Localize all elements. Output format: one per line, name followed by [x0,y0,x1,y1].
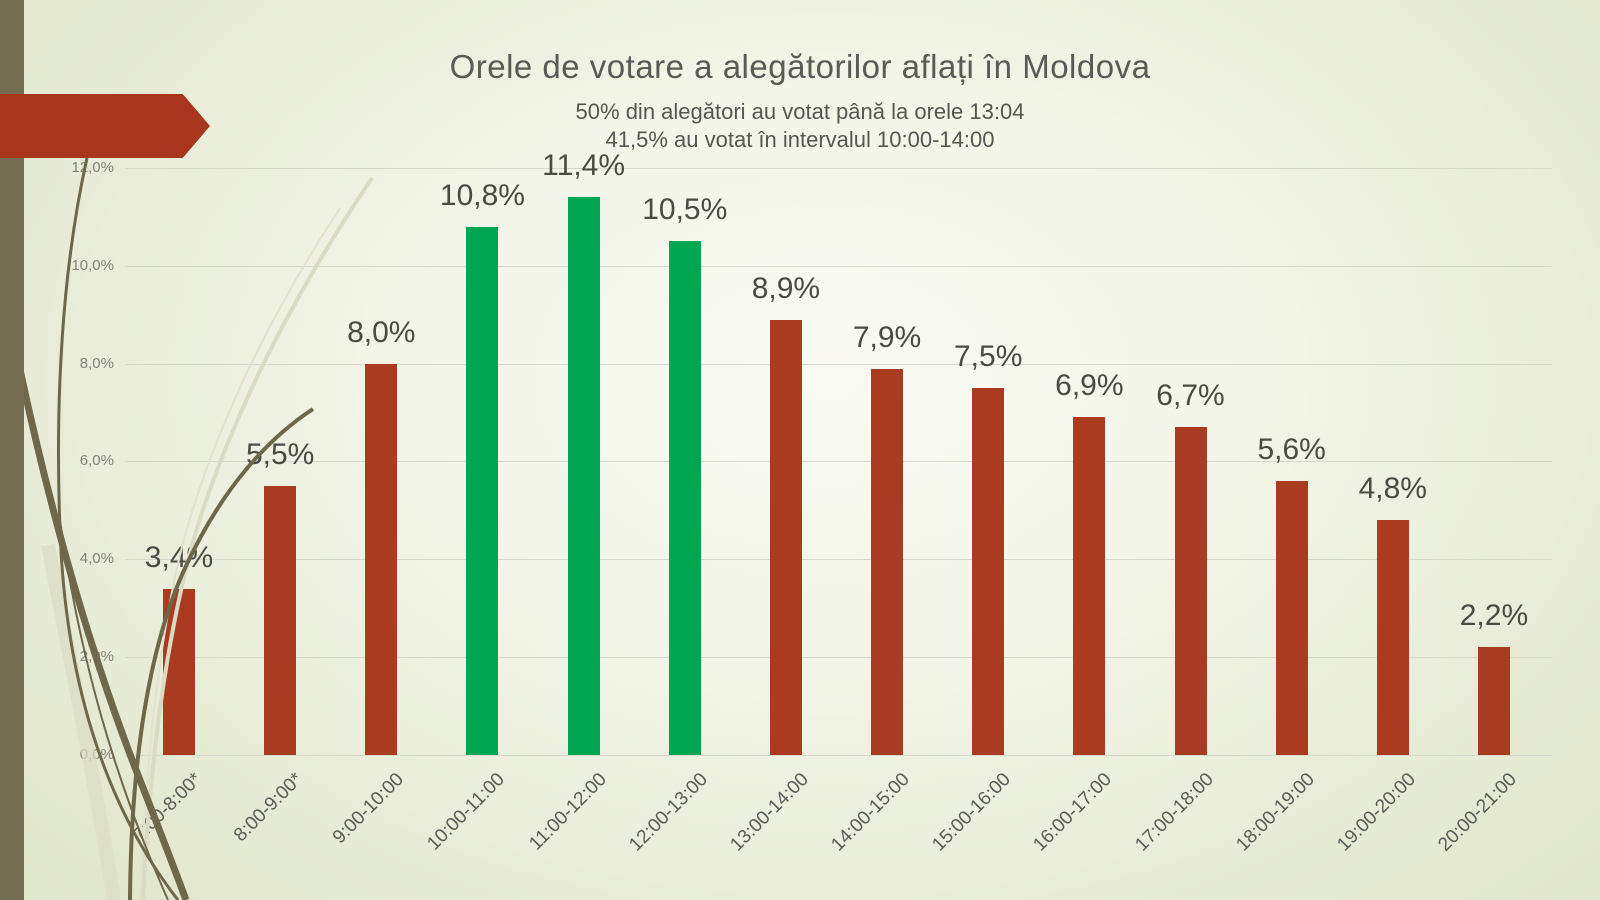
x-axis-tick-label: 20:00-21:00 [1434,769,1521,856]
bar [1275,481,1308,755]
bar [1477,647,1510,755]
y-axis-tick-label: 6,0% [79,452,114,470]
bar [668,241,701,755]
gridline [125,657,1552,659]
x-axis-tick-label: 11:00-12:00 [524,769,611,855]
gridline [125,363,1552,365]
bar [1174,427,1207,755]
bar-value-label: 4,8% [1358,472,1427,506]
y-axis-tick-label: 12,0% [71,158,114,176]
bar [567,197,600,755]
gridline [125,559,1552,561]
y-axis-tick-label: 10,0% [71,256,114,274]
bar [871,368,904,755]
bar [1376,520,1409,755]
bar [163,588,195,755]
gridline [125,265,1552,267]
bar-value-label: 7,5% [953,340,1023,374]
x-axis-tick-label: 16:00-17:00 [1029,769,1117,856]
x-axis-tick-label: 14:00-15:00 [827,769,914,856]
x-axis-tick-label: 17:00-18:00 [1130,769,1218,856]
bar [365,363,398,755]
bar [769,319,802,755]
y-axis-tick-label: 8,0% [79,354,114,372]
bar [1073,417,1106,755]
bar-value-label: 2,2% [1459,599,1529,633]
x-axis-tick-label: 15:00-16:00 [928,769,1016,856]
x-axis-tick-label: 18:00-19:00 [1231,769,1319,856]
y-axis-tick-label: 0,0% [79,746,114,763]
bar-value-label: 6,7% [1156,379,1225,413]
bar-value-label: 5,6% [1257,433,1326,467]
bar [972,388,1005,755]
x-axis-tick-label: 10:00-11:00 [423,769,510,855]
x-axis-tick-label: 8:00-9:00* [230,769,307,846]
bar-value-label: 8,0% [347,315,416,349]
arrow-banner [0,94,210,158]
x-axis-tick-label: 19:00-20:00 [1333,769,1420,856]
bar-value-label: 8,9% [751,271,821,305]
y-axis-tick-label: 2,0% [79,648,114,666]
bar-value-label: 6,9% [1055,369,1124,403]
bar-value-label: 5,5% [245,437,315,471]
bar-value-label: 10,8% [439,178,525,212]
page-title: Orele de votare a alegătorilor aflați în… [449,48,1151,85]
x-axis-tick-label: 9:00-10:00 [329,769,409,849]
chart-subtitle-1: 50% din alegători au votat până la orele… [575,99,1025,124]
gridline [125,461,1552,463]
bar-value-label: 7,9% [852,320,922,354]
bar-value-label: 11,4% [542,149,626,183]
y-axis-tick-label: 4,0% [79,550,114,568]
bar [466,226,499,755]
chart-subtitle-2: 41,5% au votat în intervalul 10:00-14:00 [605,127,995,152]
gridline [125,167,1552,169]
x-axis-tick-label: 12:00-13:00 [625,769,712,856]
bar-value-label: 10,5% [642,193,728,227]
x-axis-tick-label: 7:00-8:00* [128,769,206,846]
bar [264,485,297,755]
gridline [125,755,1552,756]
bar-value-label: 3,4% [144,540,214,574]
x-axis-tick-label: 13:00-14:00 [726,769,813,856]
